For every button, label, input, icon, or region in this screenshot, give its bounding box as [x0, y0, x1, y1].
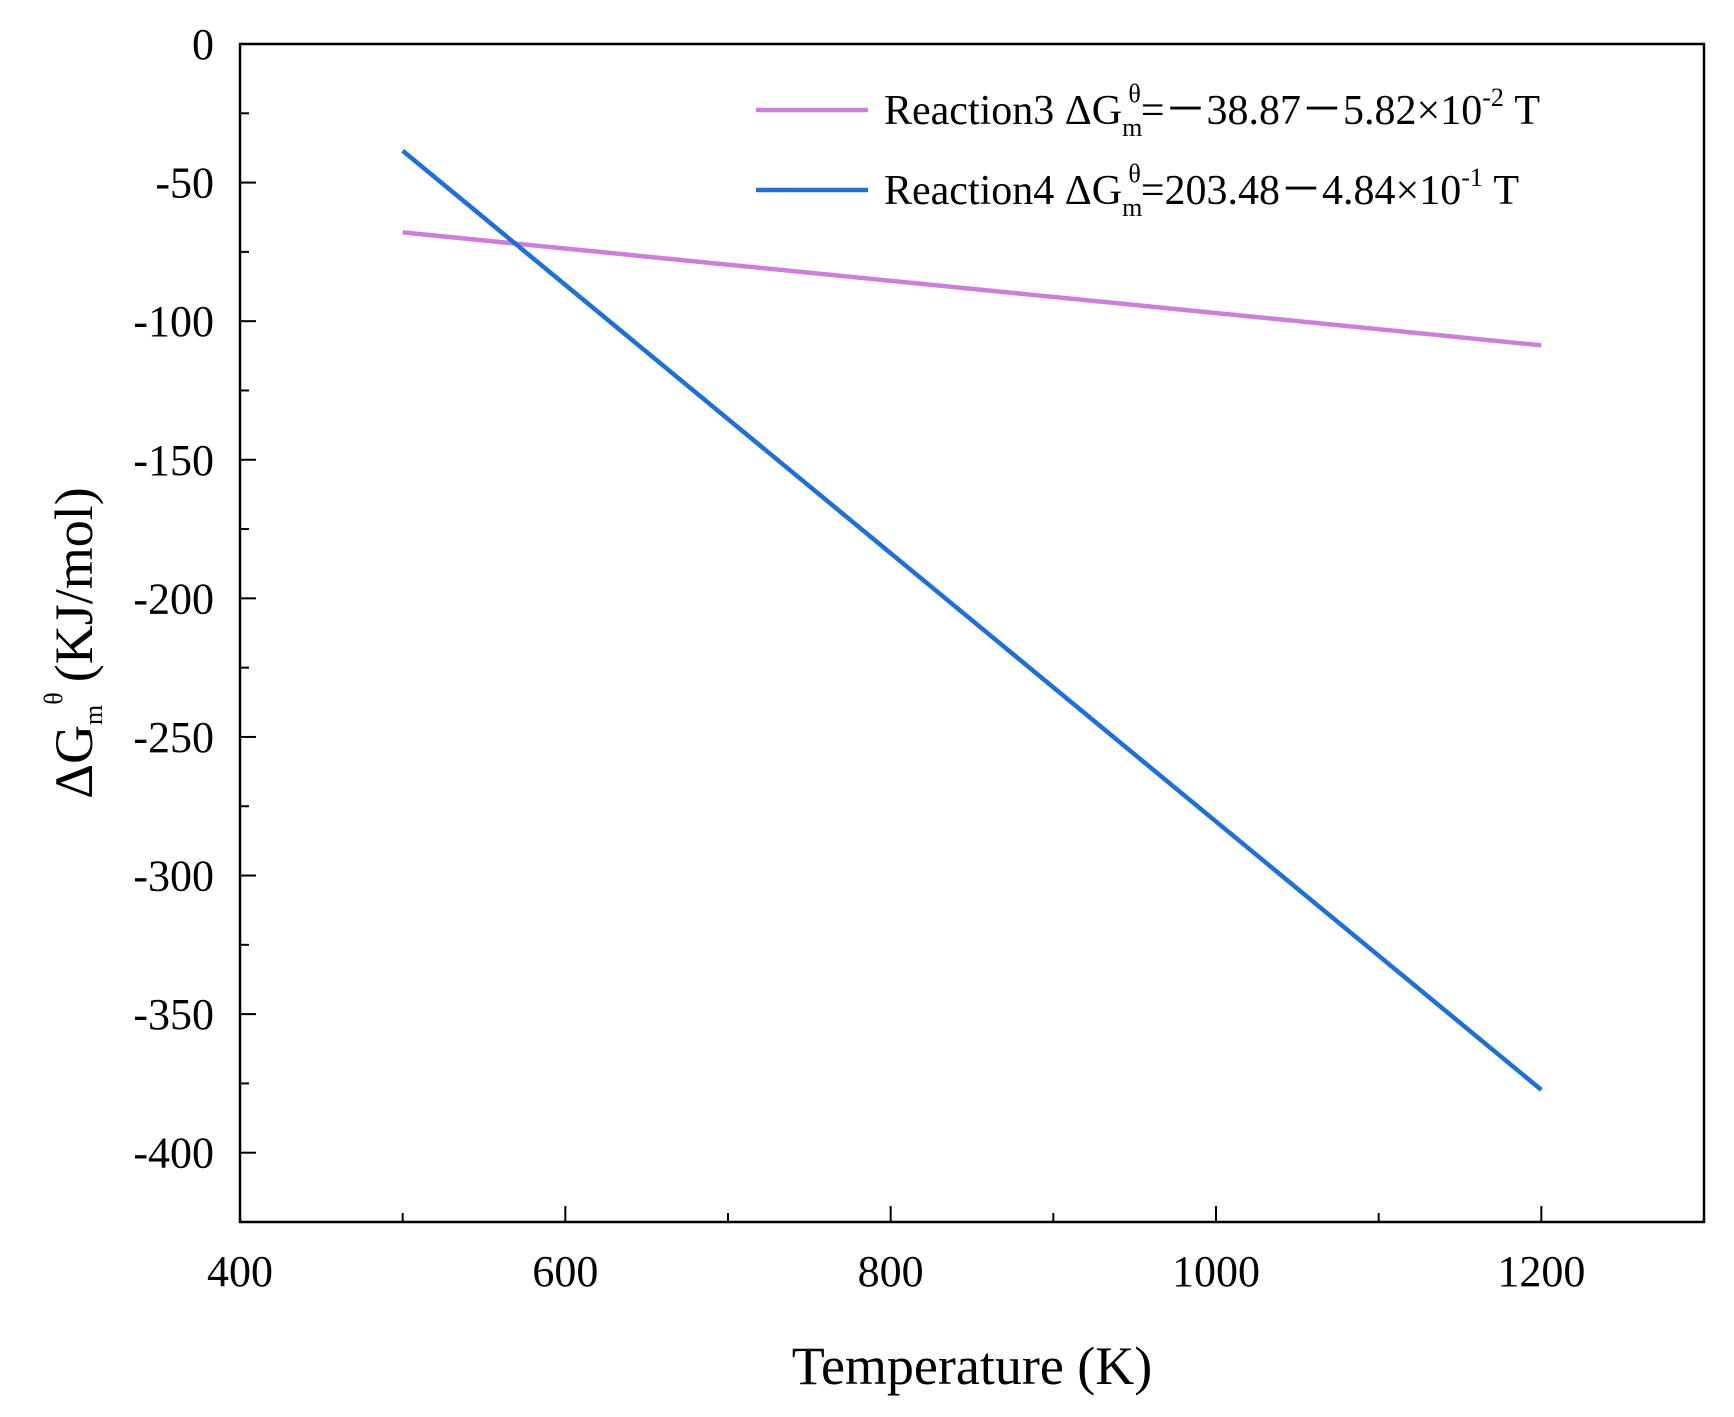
y-tick-label: -150	[133, 436, 214, 485]
x-tick-label: 600	[532, 1247, 598, 1296]
y-tick-label: 0	[192, 20, 214, 69]
y-axis-title-symbol: ΔG	[44, 725, 104, 799]
y-axis-title: ΔGmθ (KJ/mol)	[39, 487, 108, 798]
tick-label-layer: 400 600 800 1000 1200 0 -50 -100 -150 -200 -250 -30…	[133, 20, 1585, 1296]
legend-formula: =－38.87－5.82×10	[1141, 88, 1482, 134]
y-tick-label: -350	[133, 990, 214, 1039]
legend-tail: T	[1483, 168, 1519, 214]
legend-exponent: -1	[1461, 163, 1483, 192]
legend-superscript: θ	[1128, 79, 1140, 108]
legend-formula: =203.48－4.84×10	[1141, 168, 1461, 214]
y-tick-label: -200	[133, 574, 214, 623]
legend-exponent: -2	[1482, 83, 1504, 112]
legend-tail: T	[1504, 88, 1540, 134]
y-tick-label: -300	[133, 852, 214, 901]
x-tick-label: 400	[207, 1247, 273, 1296]
y-tick-label: -400	[133, 1129, 214, 1178]
x-tick-label: 800	[858, 1247, 924, 1296]
legend-entry-reaction4: Reaction4 ΔGmθ=203.48－4.84×10-1 T	[884, 159, 1519, 222]
x-tick-label: 1200	[1497, 1247, 1585, 1296]
y-tick-label: -250	[133, 713, 214, 762]
legend-superscript: θ	[1128, 159, 1140, 188]
y-tick-label: -100	[133, 297, 214, 346]
series-line-reaction4	[401, 149, 1543, 1092]
legend-label: Reaction4 ΔG	[884, 168, 1122, 214]
y-tick-label: -50	[155, 159, 214, 208]
legend-subscript: m	[1122, 113, 1142, 142]
y-axis-title-unit: (KJ/mol)	[44, 487, 104, 682]
y-axis-title-subscript: m	[79, 705, 108, 725]
series-layer	[401, 149, 1543, 1092]
x-axis-title: Temperature (K)	[792, 1336, 1153, 1396]
series-line-reaction3	[402, 230, 1542, 348]
x-tick-label: 1000	[1172, 1247, 1260, 1296]
legend-subscript: m	[1122, 193, 1142, 222]
legend: Reaction3 ΔGmθ=－38.87－5.82×10-2 TReactio…	[756, 79, 1540, 222]
legend-label: Reaction3 ΔG	[884, 88, 1122, 134]
y-axis-title-superscript: θ	[39, 692, 68, 704]
legend-entry-reaction3: Reaction3 ΔGmθ=－38.87－5.82×10-2 T	[884, 79, 1540, 142]
plot-frame	[238, 42, 1706, 1224]
